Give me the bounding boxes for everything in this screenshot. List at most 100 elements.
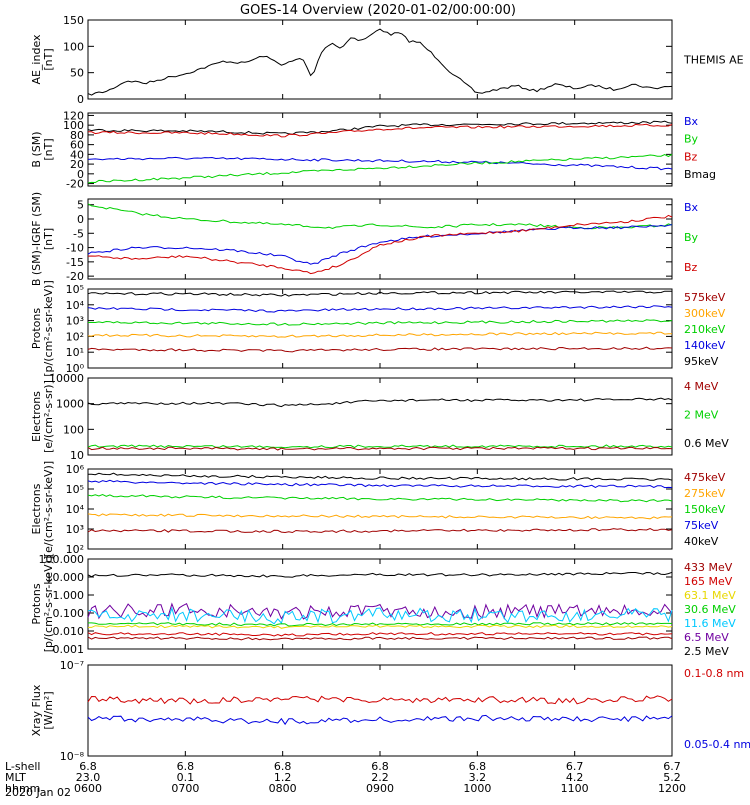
panel-frame	[87, 198, 673, 280]
panel-3: -20-15-10 -505 B (SM)-IGRF (SM) [nT] Bx By Bz	[30, 192, 699, 286]
legend-140kev: 140keV	[684, 339, 726, 352]
legend-150kev: 150keV	[684, 503, 726, 516]
series-line-40kev	[88, 472, 673, 481]
legend-2-mev: 2 MeV	[684, 409, 719, 422]
y-tick-label: 10³	[66, 315, 84, 328]
series-line-150kev	[87, 493, 673, 503]
footer-value: 1200	[658, 782, 686, 795]
y-tick-label: 10²	[66, 543, 84, 556]
footer-value: 3.2	[469, 771, 487, 784]
series-line-4-mev	[87, 446, 673, 451]
legend-by: By	[684, 133, 699, 146]
legend-475kev: 475keV	[684, 471, 726, 484]
panel-6: 10² 10³ 10⁴ 10⁵ 10⁶ Electrons [e/(cm²-s-sr-keV…	[30, 461, 726, 557]
y-axis-label: [W/m²]	[42, 691, 55, 729]
series-line-210kev	[88, 319, 673, 326]
footer-value: 0700	[171, 782, 199, 795]
legend-210kev: 210keV	[684, 323, 726, 336]
y-axis-label: Xray Flux	[30, 684, 43, 736]
y-axis-label: Electrons	[30, 391, 43, 442]
y-tick-label: 80	[70, 129, 84, 142]
footer-value: 6.8	[274, 760, 292, 773]
y-tick-label: -20	[66, 178, 84, 191]
footer-label: MLT	[5, 771, 26, 784]
y-axis-label: Electrons	[30, 483, 43, 534]
panel-8: 10⁻⁸ 10⁻⁷ Xray Flux [W/m²] 0.1-0.8 nm 0.05-0.…	[30, 659, 750, 763]
y-tick-label: 100	[63, 119, 84, 132]
y-tick-label: 0	[77, 213, 84, 226]
legend-6-5-mev: 6.5 MeV	[684, 631, 729, 644]
y-axis-label: [nT]	[42, 48, 55, 70]
y-axis-label: Protons	[30, 583, 43, 624]
y-tick-label: 10⁵	[66, 483, 84, 496]
y-tick-label: 10⁰	[66, 362, 85, 375]
y-tick-label: 60	[70, 139, 84, 152]
y-tick-label: 10⁴	[66, 299, 85, 312]
series-line-63-1-mev	[88, 624, 673, 629]
series-line-475kev	[87, 527, 673, 534]
footer-value: 6.8	[177, 760, 195, 773]
y-axis-label: AE_index	[30, 34, 43, 85]
legend-11-6-mev: 11.6 MeV	[684, 617, 736, 630]
y-tick-label: 10²	[66, 330, 84, 343]
footer-value: 0800	[269, 782, 297, 795]
y-axis-label: Protons	[30, 308, 43, 349]
y-tick-label: 10⁴	[66, 503, 85, 516]
y-tick-label: 100	[63, 40, 84, 53]
y-tick-label: -20	[66, 270, 84, 283]
y-axis-label: [nT]	[42, 138, 55, 160]
y-axis-label: B (SM)	[30, 131, 43, 167]
y-tick-label: 40	[70, 148, 84, 161]
legend-by: By	[684, 231, 699, 244]
series-line-bx	[87, 224, 673, 265]
series-line-bmag	[87, 120, 673, 135]
legend-bx: Bx	[684, 201, 699, 214]
legend-75kev: 75keV	[684, 519, 719, 532]
series-line-2-5-mev	[87, 571, 673, 578]
series-line-themis-ae	[87, 28, 673, 96]
y-axis-label: [e/(cm²-s-sr-keV)]	[42, 461, 55, 557]
legend-2-5-mev: 2.5 MeV	[684, 645, 729, 658]
legend-0-6-mev: 0.6 MeV	[684, 437, 729, 450]
y-tick-label: 0.010	[53, 625, 85, 638]
y-axis-label: B (SM)-IGRF (SM)	[30, 192, 43, 286]
footer-value: 6.8	[79, 760, 97, 773]
y-axis-label: [p/(cm²-s-sr-keV)]	[42, 280, 55, 377]
legend-300kev: 300keV	[684, 307, 726, 320]
legend-0-1-0-8-nm: 0.1-0.8 nm	[684, 667, 744, 680]
series-line-30-6-mev	[88, 622, 673, 627]
y-tick-label: 1.000	[53, 589, 85, 602]
series-line-95kev	[87, 290, 673, 297]
series-line-bx	[87, 156, 673, 171]
footer-value: 6.7	[663, 760, 681, 773]
y-tick-label: 5	[77, 199, 84, 212]
legend-275kev: 275keV	[684, 487, 726, 500]
y-tick-label: 10³	[66, 523, 84, 536]
footer-value: 2.2	[371, 771, 389, 784]
legend-4-mev: 4 MeV	[684, 380, 719, 393]
y-tick-label: 10⁶	[66, 463, 85, 476]
footer-value: 0.1	[177, 771, 195, 784]
footer-value: 0600	[74, 782, 102, 795]
legend-165-mev: 165 MeV	[684, 575, 733, 588]
panel-frame	[87, 288, 673, 369]
y-tick-label: 10.000	[46, 571, 85, 584]
series-line-75kev	[87, 479, 673, 489]
y-tick-label: 10⁻⁸	[60, 750, 85, 763]
panel-4: 10⁰ 10¹ 10² 10³ 10⁴ 10⁵ Protons [p/(cm²-s-sr-ke…	[30, 280, 726, 377]
y-tick-label: 120	[63, 109, 84, 122]
legend-bx: Bx	[684, 115, 699, 128]
y-tick-label: 50	[70, 67, 84, 80]
figure-title: GOES-14 Overview (2020-01-02/00:00:00)	[240, 3, 516, 18]
legend-bz: Bz	[684, 150, 698, 163]
series-line-0-05-0-4-nm	[87, 714, 673, 726]
y-tick-label: 10⁵	[66, 283, 84, 296]
series-line-2-mev	[87, 444, 673, 449]
y-axis-label: [e/(cm²-s-sr)]	[42, 380, 55, 453]
footer-value: 1000	[463, 782, 491, 795]
series-line-575kev	[87, 346, 673, 353]
y-tick-label: 0	[77, 93, 84, 106]
panel-frame	[87, 112, 673, 187]
legend-95kev: 95keV	[684, 355, 719, 368]
